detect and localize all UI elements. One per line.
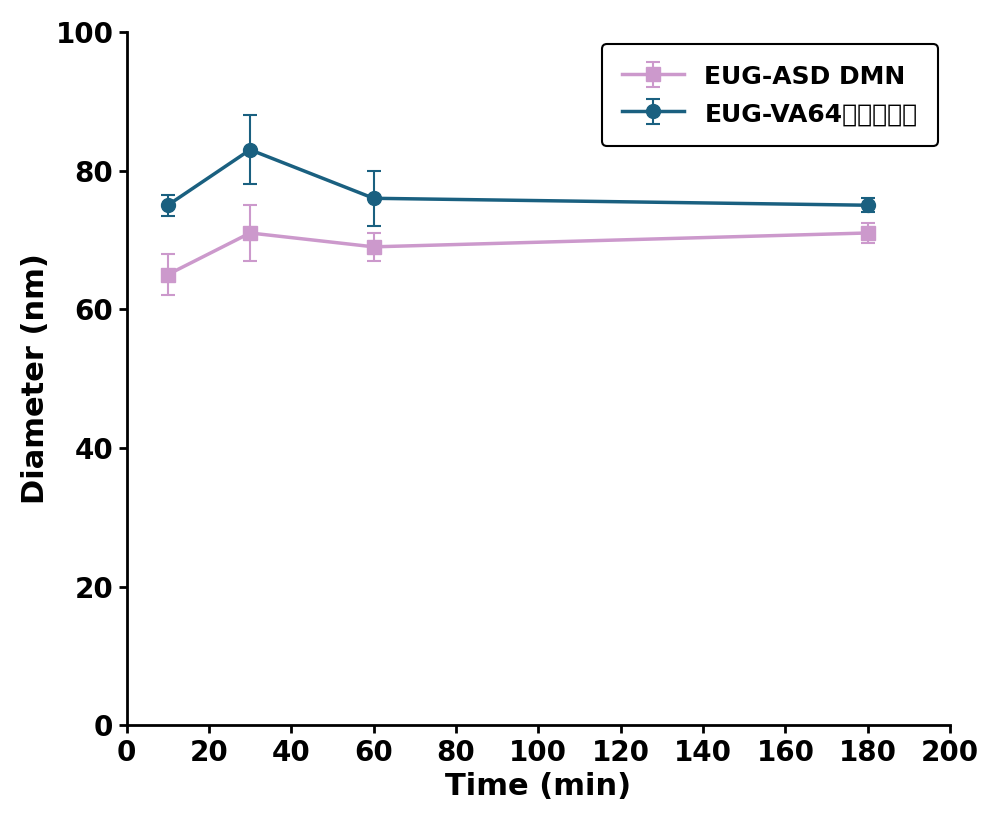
Y-axis label: Diameter (nm): Diameter (nm) <box>21 253 50 504</box>
Legend: EUG-ASD DMN, EUG-VA64固体分散体: EUG-ASD DMN, EUG-VA64固体分散体 <box>602 44 938 146</box>
X-axis label: Time (min): Time (min) <box>445 772 631 801</box>
